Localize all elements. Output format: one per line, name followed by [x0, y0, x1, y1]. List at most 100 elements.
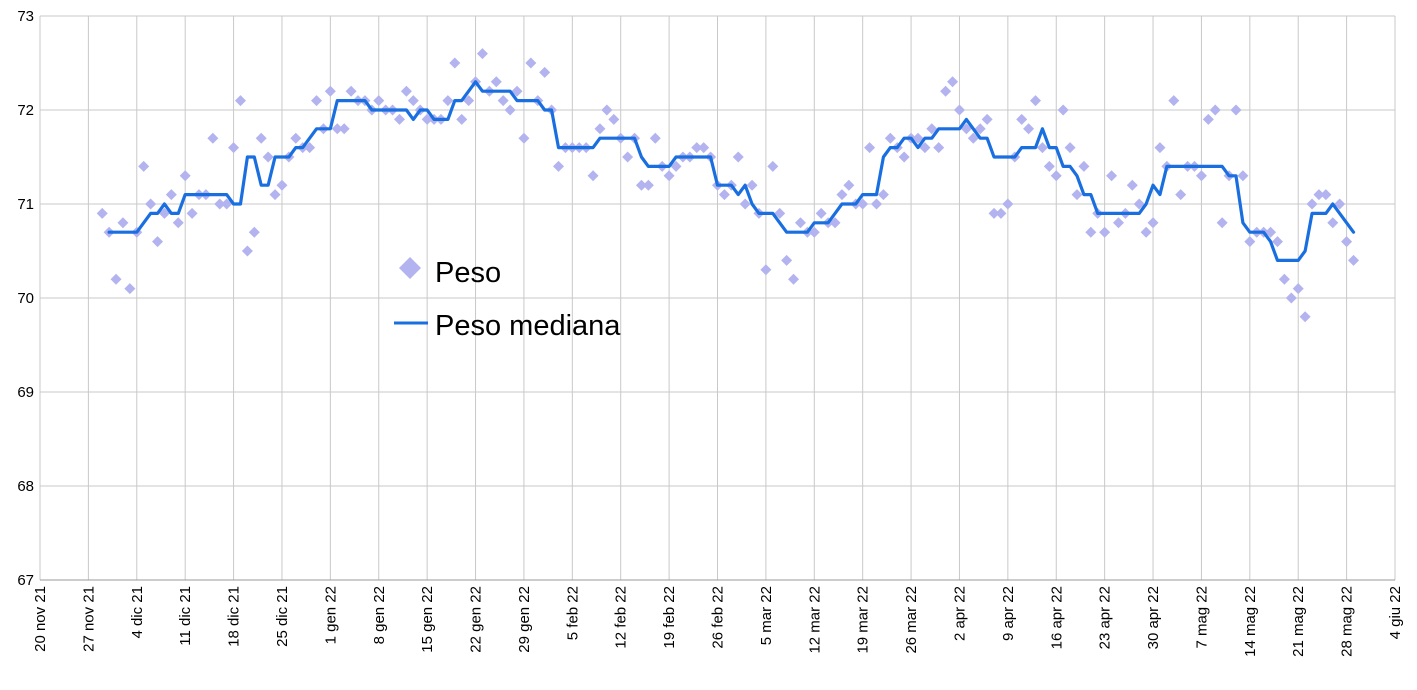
peso-point — [511, 85, 523, 97]
peso-point — [940, 85, 952, 97]
peso-point — [476, 48, 488, 60]
peso-point — [463, 95, 475, 107]
y-tick-label: 68 — [17, 478, 34, 495]
peso-point — [1244, 236, 1256, 248]
y-tick-label: 67 — [17, 572, 34, 589]
x-tick-label: 18 dic 21 — [226, 586, 243, 647]
peso-point — [1140, 226, 1152, 238]
peso-point — [214, 198, 226, 210]
x-tick-label: 23 apr 22 — [1097, 586, 1114, 649]
peso-point — [767, 160, 779, 172]
peso-point — [698, 142, 710, 154]
x-tick-label: 19 mar 22 — [855, 586, 872, 654]
peso-point — [608, 113, 620, 125]
peso-point — [1216, 217, 1228, 229]
peso-point — [165, 189, 177, 201]
peso-point — [718, 189, 730, 201]
x-tick-label: 25 dic 21 — [274, 586, 291, 647]
peso-point — [1043, 160, 1055, 172]
peso-point — [919, 142, 931, 154]
peso-point — [857, 198, 869, 210]
peso-point — [995, 207, 1007, 219]
legend-label-peso: Peso — [435, 257, 501, 289]
peso-point — [400, 85, 412, 97]
x-tick-label: 16 apr 22 — [1048, 586, 1065, 649]
peso-point — [1348, 254, 1360, 266]
peso-point — [794, 217, 806, 229]
peso-point — [311, 95, 323, 107]
peso-point — [255, 132, 267, 144]
peso-point — [449, 57, 461, 69]
peso-point — [145, 198, 157, 210]
peso-point — [808, 226, 820, 238]
peso-point — [124, 283, 136, 295]
peso-point — [877, 189, 889, 201]
x-tick-label: 29 gen 22 — [516, 586, 533, 653]
peso-point — [594, 123, 606, 135]
peso-point — [1175, 189, 1187, 201]
peso-point — [138, 160, 150, 172]
x-tick-label: 5 mar 22 — [758, 586, 775, 645]
peso-point — [276, 179, 288, 191]
legend-diamond-icon — [399, 257, 421, 279]
peso-point — [774, 207, 786, 219]
peso-point — [552, 160, 564, 172]
peso-point — [490, 76, 502, 88]
peso-point — [1285, 292, 1297, 304]
peso-point — [836, 189, 848, 201]
peso-point — [864, 142, 876, 154]
peso-point — [1002, 198, 1014, 210]
peso-point — [1230, 104, 1242, 116]
peso-point — [331, 123, 343, 135]
y-tick-label: 69 — [17, 384, 34, 401]
peso-mediana-series — [107, 80, 1356, 262]
peso-point — [788, 273, 800, 285]
peso-point — [421, 113, 433, 125]
peso-point — [1320, 189, 1332, 201]
peso-point — [96, 207, 108, 219]
peso-mediana-line — [107, 80, 1356, 262]
x-tick-label: 7 mag 22 — [1193, 586, 1210, 649]
x-tick-label: 14 mag 22 — [1242, 586, 1259, 657]
x-tick-label: 22 gen 22 — [468, 586, 485, 653]
peso-point — [497, 95, 509, 107]
peso-point — [152, 236, 164, 248]
peso-point — [1278, 273, 1290, 285]
peso-point — [338, 123, 350, 135]
x-tick-label: 30 apr 22 — [1145, 586, 1162, 649]
peso-point — [760, 264, 772, 276]
x-tick-label: 28 mag 22 — [1339, 586, 1356, 657]
x-tick-label: 19 feb 22 — [661, 586, 678, 649]
peso-point — [110, 273, 122, 285]
peso-point — [981, 113, 993, 125]
x-tick-label: 12 mar 22 — [806, 586, 823, 654]
peso-point — [1099, 226, 1111, 238]
peso-point — [525, 57, 537, 69]
peso-point — [1050, 170, 1062, 182]
peso-point — [228, 142, 240, 154]
peso-point — [207, 132, 219, 144]
peso-point — [843, 179, 855, 191]
peso-point — [290, 132, 302, 144]
gridlines — [39, 15, 1396, 581]
peso-point — [1341, 236, 1353, 248]
peso-point — [871, 198, 883, 210]
peso-point — [1271, 236, 1283, 248]
peso-point — [622, 151, 634, 163]
peso-point — [393, 113, 405, 125]
peso-point — [1265, 226, 1277, 238]
peso-point — [158, 207, 170, 219]
peso-point — [649, 132, 661, 144]
peso-point — [746, 179, 758, 191]
peso-point — [1030, 95, 1042, 107]
peso-point — [539, 66, 551, 78]
peso-point — [1112, 217, 1124, 229]
peso-point — [1292, 283, 1304, 295]
legend-label-peso-mediana: Peso mediana — [435, 310, 621, 342]
y-tick-label: 70 — [17, 290, 34, 307]
peso-point — [1147, 217, 1159, 229]
peso-point — [587, 170, 599, 182]
peso-point — [732, 151, 744, 163]
peso-point — [967, 132, 979, 144]
peso-point — [670, 160, 682, 172]
